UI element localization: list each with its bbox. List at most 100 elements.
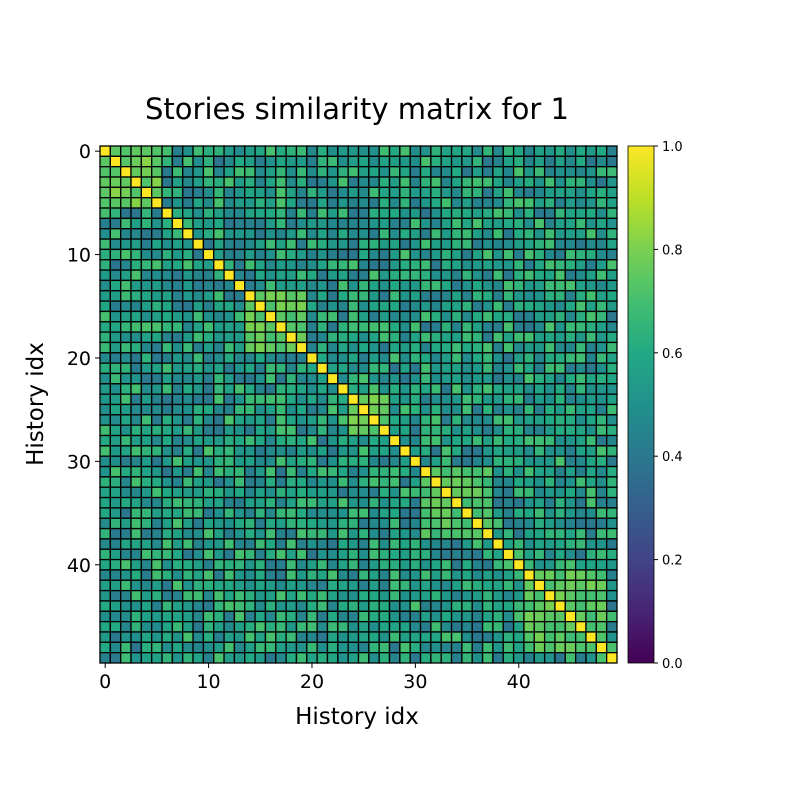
heatmap-cell (585, 383, 597, 395)
heatmap-cell (585, 217, 597, 230)
heatmap-cell (161, 610, 174, 623)
heatmap-cell (326, 445, 339, 457)
heatmap-cell (213, 228, 225, 240)
heatmap-cell (192, 496, 205, 509)
heatmap-cell (409, 228, 422, 240)
heatmap-cell (130, 155, 143, 168)
heatmap-cell (409, 352, 422, 364)
heatmap-cell (285, 352, 298, 364)
heatmap-cell (388, 207, 401, 220)
heatmap-cell (347, 341, 360, 354)
heatmap-cell (606, 383, 618, 395)
heatmap-cell (595, 434, 608, 447)
heatmap-cell (533, 455, 546, 468)
heatmap-cell (161, 476, 174, 488)
heatmap-cell (554, 248, 566, 261)
heatmap-cell (419, 176, 432, 189)
heatmap-cell (512, 259, 525, 271)
heatmap-cell (471, 558, 484, 571)
heatmap-cell (192, 610, 205, 623)
heatmap-cell (461, 197, 473, 209)
heatmap-cell (213, 496, 225, 509)
heatmap-cell (254, 259, 267, 271)
heatmap-cell (295, 548, 308, 561)
heatmap-cell (316, 217, 329, 230)
heatmap-cell (543, 434, 556, 447)
heatmap-cell (399, 445, 411, 457)
heatmap-cell (574, 631, 587, 643)
heatmap-cell (512, 620, 525, 633)
heatmap-cell (192, 476, 205, 488)
heatmap-cell (450, 620, 463, 633)
heatmap-cell (409, 145, 422, 157)
heatmap-cell (450, 434, 463, 447)
heatmap-cell (409, 589, 422, 602)
heatmap-cell (481, 517, 494, 530)
heatmap-cell (120, 279, 132, 292)
heatmap-cell (357, 548, 370, 561)
heatmap-cell (337, 228, 349, 240)
heatmap-cell (99, 569, 111, 581)
heatmap-cell (523, 383, 535, 395)
heatmap-cell (316, 558, 329, 571)
heatmap-cell (481, 558, 494, 571)
heatmap-cell (316, 652, 329, 664)
heatmap-cell (254, 145, 267, 157)
heatmap-cell (264, 631, 277, 643)
heatmap-cell (202, 445, 215, 457)
heatmap-cell (264, 527, 277, 540)
heatmap-cell (461, 321, 473, 333)
heatmap-cell (120, 434, 132, 447)
heatmap-cell (461, 310, 473, 323)
heatmap-cell (264, 558, 277, 571)
heatmap-cell (99, 496, 111, 509)
heatmap-cell (295, 331, 308, 344)
heatmap-cell (481, 527, 494, 540)
heatmap-cell (554, 393, 566, 406)
heatmap-cell (140, 248, 153, 261)
heatmap-cell (502, 527, 515, 540)
heatmap-cell (409, 476, 422, 488)
heatmap-cell (254, 310, 267, 323)
heatmap-cell (275, 579, 287, 592)
heatmap-cell (151, 155, 163, 168)
heatmap-cell (306, 465, 318, 478)
heatmap-cell (182, 465, 194, 478)
heatmap-cell (378, 558, 391, 571)
heatmap-cell (140, 383, 153, 395)
heatmap-cell (254, 331, 267, 344)
heatmap-cell (275, 145, 287, 157)
heatmap-cell (564, 228, 577, 240)
heatmap-cell (295, 414, 308, 426)
heatmap-cell (171, 465, 184, 478)
heatmap-cell (543, 414, 556, 426)
heatmap-cell (606, 248, 618, 261)
heatmap-cell (285, 610, 298, 623)
heatmap-cell (554, 548, 566, 561)
heatmap-cell (244, 248, 256, 261)
heatmap-cell (306, 321, 318, 333)
heatmap-cell (585, 496, 597, 509)
heatmap-cell (213, 486, 225, 499)
heatmap-cell (471, 352, 484, 364)
heatmap-cell (182, 352, 194, 364)
heatmap-cell (264, 155, 277, 168)
heatmap-cell (316, 300, 329, 313)
heatmap-cell (543, 362, 556, 375)
heatmap-cell (244, 631, 256, 643)
heatmap-cell (606, 166, 618, 178)
y-tick-label: 10 (67, 245, 91, 267)
heatmap-cell (430, 414, 442, 426)
heatmap-cell (244, 228, 256, 240)
heatmap-cell (326, 414, 339, 426)
heatmap-cell (337, 269, 349, 282)
heatmap-cell (130, 383, 143, 395)
heatmap-cell (574, 166, 587, 178)
heatmap-cell (409, 434, 422, 447)
heatmap-cell (512, 403, 525, 416)
heatmap-cell (140, 341, 153, 354)
heatmap-cell (223, 424, 236, 437)
heatmap-cell (378, 455, 391, 468)
heatmap-cell (502, 507, 515, 519)
heatmap-cell (543, 527, 556, 540)
